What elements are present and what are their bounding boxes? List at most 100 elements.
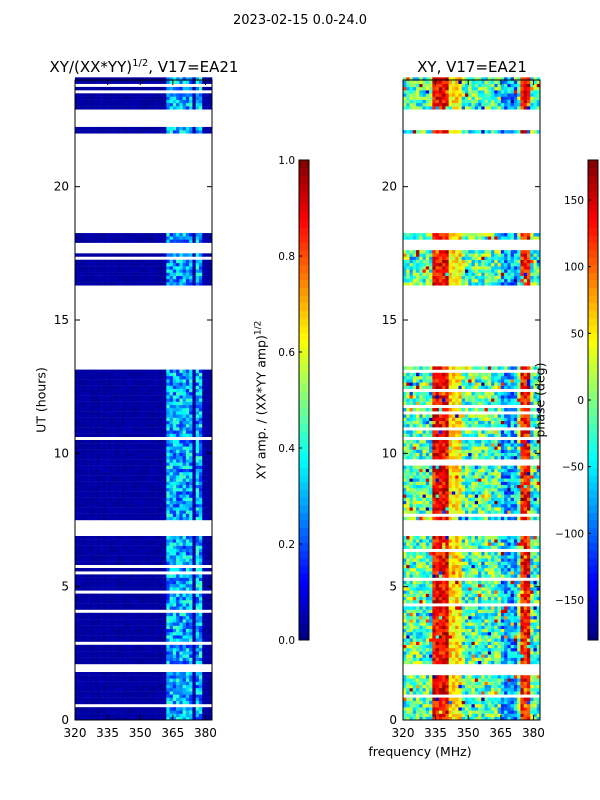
heatmap-cell <box>133 77 138 81</box>
heatmap-cell <box>185 580 190 585</box>
heatmap-cell <box>110 420 115 425</box>
heatmap-cell <box>107 558 112 562</box>
heatmap-cell <box>94 398 99 402</box>
heatmap-cell <box>208 449 213 453</box>
heatmap-cell <box>159 446 164 450</box>
heatmap-cell <box>179 376 183 380</box>
heatmap-cell <box>88 596 92 601</box>
heatmap-cell <box>140 612 144 617</box>
heatmap-cell <box>75 507 79 511</box>
heatmap-cell <box>179 266 183 270</box>
heatmap-cell <box>75 691 79 695</box>
heatmap-cell <box>192 379 196 383</box>
heatmap-cell <box>143 616 148 620</box>
heatmap-cell <box>159 568 164 572</box>
heatmap-cell <box>150 96 154 100</box>
heatmap-cell <box>163 99 167 104</box>
heatmap-cell <box>182 561 187 565</box>
heatmap-cell <box>189 430 193 434</box>
heatmap-cell <box>176 568 180 572</box>
heatmap-cell <box>198 555 203 559</box>
heatmap-cell <box>91 491 95 495</box>
heatmap-cell <box>166 632 170 636</box>
heatmap-cell <box>202 707 206 711</box>
heatmap-cell <box>107 500 112 505</box>
heatmap-cell <box>120 408 125 412</box>
heatmap-cell <box>205 710 210 714</box>
heatmap-cell <box>166 700 170 705</box>
heatmap-cell <box>202 574 206 578</box>
heatmap-cell <box>153 497 157 501</box>
heatmap-cell <box>166 449 170 453</box>
heatmap-cell <box>136 545 141 549</box>
heatmap-cell <box>166 552 170 556</box>
heatmap-cell <box>117 619 121 623</box>
heatmap-cell <box>156 625 161 629</box>
heatmap-cell <box>172 574 177 578</box>
heatmap-cell <box>104 385 108 389</box>
heatmap-cell <box>117 548 121 553</box>
heatmap-cell <box>127 392 131 396</box>
heatmap-cell <box>78 584 82 588</box>
colorbar-step <box>299 557 309 566</box>
heatmap-cell <box>94 619 99 623</box>
heatmap-cell <box>198 536 203 540</box>
heatmap-cell <box>198 584 203 588</box>
heatmap-cell <box>146 465 151 469</box>
heatmap-cell <box>110 593 115 597</box>
heatmap-cell <box>163 681 167 685</box>
heatmap-cell <box>195 414 200 418</box>
heatmap-cell <box>208 675 213 679</box>
heatmap-cell <box>195 638 200 642</box>
heatmap-cell <box>133 504 138 508</box>
heatmap-cell <box>130 638 135 642</box>
heatmap-cell <box>107 638 112 642</box>
heatmap-cell <box>84 468 89 473</box>
heatmap-cell <box>159 481 164 485</box>
heatmap-cell <box>75 372 79 377</box>
heatmap-cell <box>133 672 138 676</box>
heatmap-cell <box>123 654 128 658</box>
heatmap-cell <box>127 672 131 676</box>
heatmap-cell <box>156 462 161 466</box>
heatmap-cell <box>202 395 206 399</box>
heatmap-cell <box>107 632 112 636</box>
heatmap-cell <box>179 507 183 511</box>
heatmap-cell <box>117 552 121 556</box>
heatmap-cell <box>91 678 95 682</box>
heatmap-cell <box>133 239 138 243</box>
heatmap-cell <box>110 433 115 437</box>
heatmap-cell <box>133 684 138 689</box>
heatmap-cell <box>153 542 157 546</box>
heatmap-cell <box>94 600 99 604</box>
heatmap-cell <box>117 272 121 276</box>
heatmap-cell <box>101 488 105 492</box>
heatmap-cell <box>136 376 141 380</box>
heatmap-cell <box>146 681 151 685</box>
heatmap-cell <box>107 424 112 428</box>
heatmap-cell <box>150 440 154 444</box>
heatmap-cell <box>114 548 118 553</box>
heatmap-cell <box>127 96 131 100</box>
heatmap-cell <box>163 382 167 386</box>
heatmap-cell <box>153 577 157 581</box>
heatmap-cell <box>166 716 170 721</box>
heatmap-cell <box>163 568 167 572</box>
heatmap-cell <box>192 584 196 588</box>
heatmap-cell <box>192 635 196 639</box>
colorbar-step <box>299 565 309 573</box>
heatmap-cell <box>208 603 213 607</box>
heatmap-cell <box>195 697 200 701</box>
heatmap-cell <box>136 398 141 402</box>
heatmap-cell <box>146 593 151 597</box>
heatmap-cell <box>114 86 118 91</box>
heatmap-cell <box>130 681 135 685</box>
heatmap-cell <box>84 236 89 240</box>
heatmap-cell <box>179 272 183 276</box>
heatmap-cell <box>185 382 190 386</box>
heatmap-cell <box>146 414 151 418</box>
heatmap-cell <box>123 648 128 652</box>
heatmap-cell <box>127 253 131 257</box>
heatmap-cell <box>156 606 161 610</box>
heatmap-cell <box>208 700 213 705</box>
